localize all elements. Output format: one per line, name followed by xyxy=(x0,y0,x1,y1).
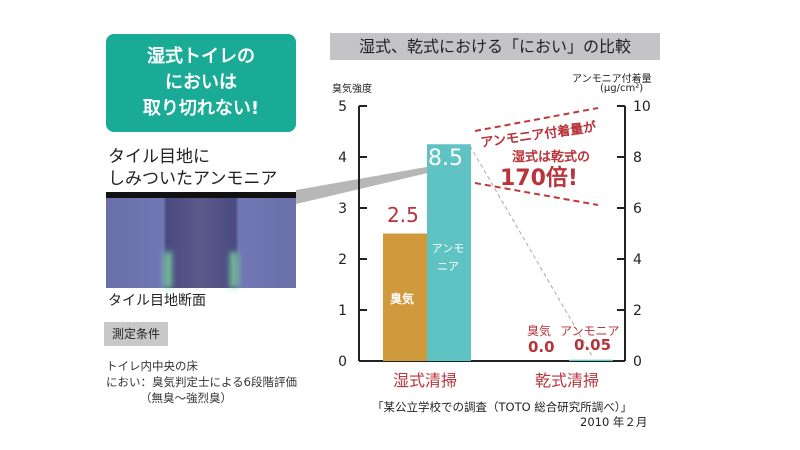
left-tick-label: 4 xyxy=(338,150,347,166)
ammonia-bar-label-line: アンモ xyxy=(431,242,465,255)
source-date: 2010 年２月 xyxy=(580,415,648,429)
bar-ammonia xyxy=(569,359,613,361)
source-note: 「某公立学校での調査（TOTO 総合研究所調べ）」 xyxy=(372,400,633,414)
left-axis-label: 臭気強度 xyxy=(332,84,372,95)
dry-ammonia-value: 0.05 xyxy=(574,336,612,354)
connector-line xyxy=(469,145,593,357)
pointer-wedge xyxy=(296,166,432,204)
ammonia-bar-label: アンモ ニア xyxy=(430,240,466,276)
left-tick-label: 5 xyxy=(338,99,347,115)
annotation-line: 湿式は乾式の xyxy=(512,150,591,165)
callout-line: 湿式トイレの xyxy=(147,46,255,67)
condition-line: （無臭～強烈臭） xyxy=(140,391,232,405)
annotation-dash-bottom xyxy=(474,182,599,206)
category-label: 乾式清掃 xyxy=(535,371,600,390)
condition-line: におい：臭気判定士による6段階評価 xyxy=(106,375,297,389)
bar-odor xyxy=(383,233,427,361)
callout-box: 湿式トイレの においは 取り切れない! xyxy=(106,34,296,132)
left-tick-label: 2 xyxy=(338,252,347,268)
conditions-label: 測定条件 xyxy=(104,322,168,346)
bar-ammonia xyxy=(427,144,471,361)
photo-title-line: しみついたアンモニア xyxy=(108,169,278,189)
callout-line: 取り切れない! xyxy=(142,98,260,119)
annotation-highlight: 170倍! xyxy=(500,166,578,191)
right-tick-label: 2 xyxy=(633,303,642,319)
right-tick-label: 4 xyxy=(633,252,642,268)
photo-caption: タイル目地断面 xyxy=(108,293,206,309)
wet-odor-value: 2.5 xyxy=(387,203,419,227)
left-tick-label: 1 xyxy=(338,303,347,319)
annotation-dash-top xyxy=(474,107,599,132)
right-axis-unit: (µg/cm²) xyxy=(600,83,644,94)
tile-joint-photo xyxy=(106,192,296,288)
callout-line: においは xyxy=(165,72,237,93)
right-tick-label: 6 xyxy=(633,201,642,217)
right-tick-label: 10 xyxy=(633,99,651,115)
right-tick-label: 8 xyxy=(633,150,642,166)
photo-title: タイル目地に しみついたアンモニア xyxy=(108,146,277,190)
dry-odor-label: 臭気 xyxy=(527,324,552,338)
chart-title: 湿式、乾式における「におい」の比較 xyxy=(330,33,660,60)
dry-odor-value: 0.0 xyxy=(528,338,555,356)
category-label: 湿式清掃 xyxy=(393,371,458,390)
dry-ammonia-label: アンモニア xyxy=(560,324,620,338)
ammonia-bar-label-line: ニア xyxy=(437,260,459,273)
photo-title-line: タイル目地に xyxy=(108,147,210,167)
wet-ammonia-value: 8.5 xyxy=(428,146,463,171)
left-tick-label: 0 xyxy=(338,354,347,370)
odor-bar-label: 臭気 xyxy=(390,292,415,306)
left-tick-label: 3 xyxy=(338,201,347,217)
right-tick-label: 0 xyxy=(633,354,642,370)
right-axis-label: アンモニア付着量 xyxy=(572,74,652,85)
condition-line: トイレ内中央の床 xyxy=(106,359,198,373)
